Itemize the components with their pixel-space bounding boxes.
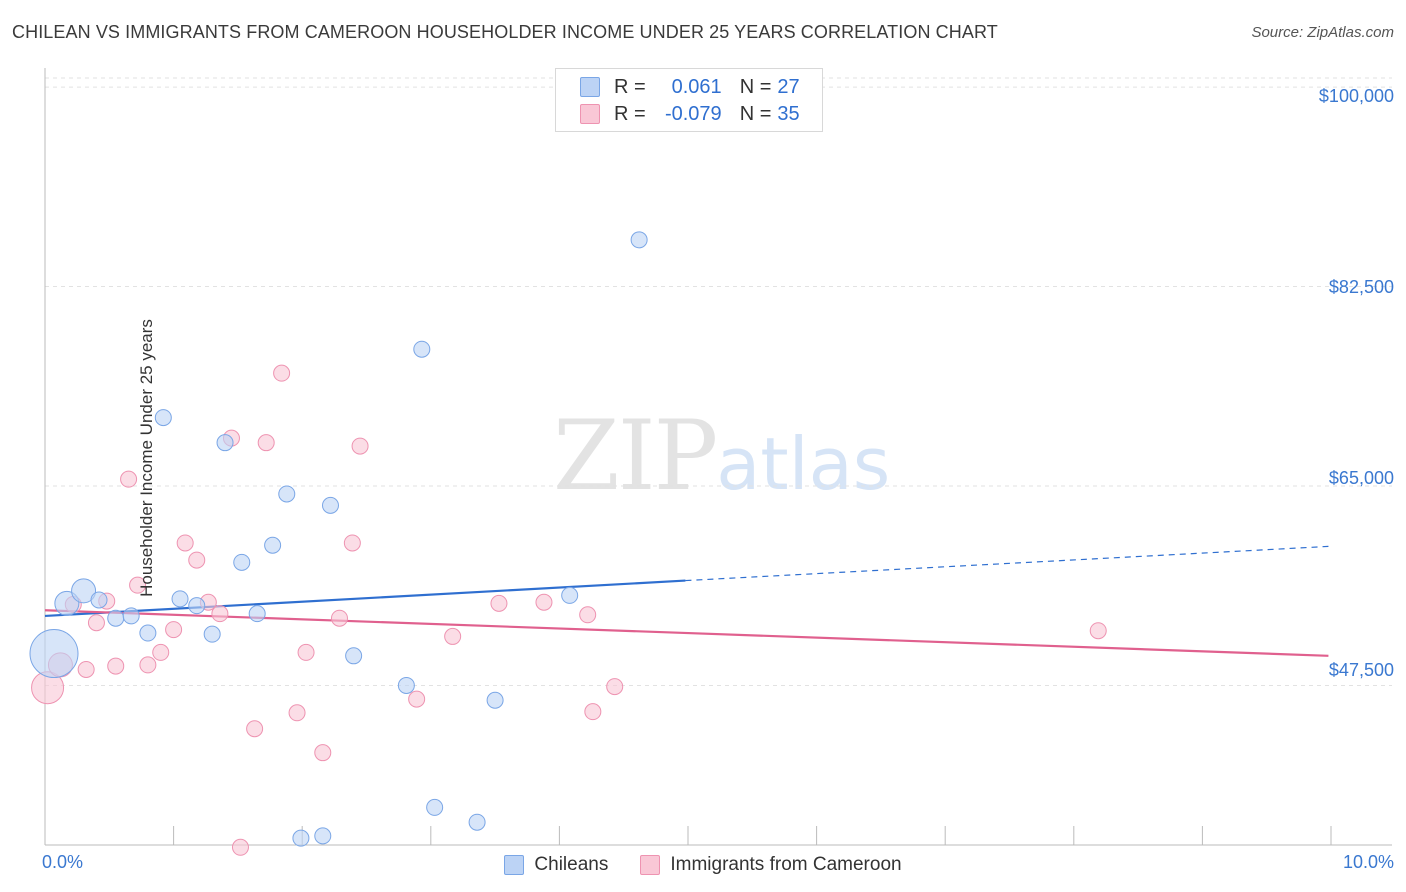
- data-point-chileans: [630, 231, 648, 249]
- data-point-cameroon: [246, 720, 264, 738]
- legend-label-cameroon: Immigrants from Cameroon: [670, 854, 902, 875]
- axis-layer: [44, 68, 1392, 846]
- data-point-cameroon: [288, 704, 306, 722]
- grid-layer: [45, 77, 1392, 686]
- data-point-chileans: [54, 590, 80, 616]
- data-point-cameroon: [129, 576, 147, 594]
- data-point-cameroon: [120, 470, 138, 488]
- data-point-chileans: [248, 605, 266, 623]
- legend-swatch-pink: [580, 104, 600, 124]
- data-point-cameroon: [231, 838, 249, 856]
- data-point-chileans: [413, 340, 431, 358]
- series-legend: Chileans Immigrants from Cameroon: [0, 852, 1406, 878]
- data-point-cameroon: [152, 643, 170, 661]
- data-point-cameroon: [330, 609, 348, 627]
- data-point-cameroon: [87, 614, 105, 632]
- data-point-cameroon: [139, 656, 157, 674]
- legend-item-cameroon[interactable]: Immigrants from Cameroon: [640, 854, 902, 876]
- data-point-cameroon: [211, 605, 229, 623]
- y-tick-label: $82,500: [1328, 277, 1394, 297]
- data-point-chileans: [188, 597, 206, 615]
- y-tick-label: $47,500: [1328, 660, 1394, 680]
- data-point-chileans: [345, 647, 363, 665]
- legend-swatch-pink: [640, 855, 661, 875]
- watermark: ZIPatlas: [553, 400, 890, 512]
- data-point-cameroon: [176, 534, 194, 552]
- legend-swatch-blue: [580, 77, 600, 97]
- data-point-chileans: [314, 827, 332, 845]
- legend-r-label: R =: [614, 75, 646, 98]
- legend-n-label: N =: [739, 102, 772, 125]
- data-point-cameroon: [314, 744, 332, 762]
- legend-row-cameroon: R = -0.079 N = 35: [580, 101, 800, 127]
- data-point-chileans: [90, 591, 108, 609]
- data-point-cameroon: [297, 643, 315, 661]
- data-point-chileans: [292, 829, 310, 847]
- data-point-cameroon: [77, 660, 95, 678]
- data-point-cameroon: [351, 437, 369, 455]
- legend-r-label: R =: [614, 102, 646, 125]
- data-point-cameroon: [535, 593, 553, 611]
- stats-legend: R = 0.061 N = 27 R = -0.079 N = 35: [555, 68, 823, 132]
- legend-n-label: N =: [739, 75, 772, 98]
- data-point-chileans: [139, 624, 157, 642]
- legend-r-value: -0.079: [664, 102, 722, 125]
- data-point-cameroon: [444, 627, 462, 645]
- data-point-chileans: [397, 676, 415, 694]
- data-point-cameroon: [490, 594, 508, 612]
- trend-line-cameroon: [44, 609, 1329, 657]
- legend-n-value: 35: [777, 102, 800, 125]
- data-point-cameroon: [606, 678, 624, 696]
- data-point-chileans: [561, 586, 579, 604]
- y-axis-label: Householder Income Under 25 years: [136, 319, 156, 597]
- data-point-chileans: [264, 536, 282, 554]
- trend-line-chileans: [44, 579, 686, 618]
- legend-label-chileans: Chileans: [534, 854, 609, 875]
- legend-item-chileans[interactable]: Chileans: [504, 854, 608, 876]
- trend-line-chileans-projection: [685, 545, 1329, 582]
- legend-n-value: 27: [777, 75, 800, 98]
- chart-title: CHILEAN VS IMMIGRANTS FROM CAMEROON HOUS…: [12, 22, 998, 42]
- y-tick-label: $100,000: [1318, 86, 1394, 106]
- legend-row-chileans: R = 0.061 N = 27: [580, 74, 800, 100]
- data-point-chileans: [71, 578, 97, 604]
- data-point-cameroon: [584, 703, 602, 721]
- chart-source: Source: ZipAtlas.com: [1251, 24, 1394, 41]
- data-point-chileans: [233, 553, 251, 571]
- x-tick-label: 0.0%: [42, 852, 84, 872]
- data-point-chileans: [216, 434, 234, 452]
- data-point-chileans: [29, 629, 79, 679]
- x-tick-label: 10.0%: [1342, 852, 1394, 872]
- data-point-cameroon: [1089, 622, 1107, 640]
- data-point-chileans: [426, 798, 444, 816]
- data-point-chileans: [122, 607, 140, 625]
- data-point-chileans: [278, 485, 296, 503]
- data-point-chileans: [154, 409, 172, 427]
- data-point-chileans: [486, 691, 504, 709]
- data-point-chileans: [468, 813, 486, 831]
- data-point-cameroon: [257, 434, 275, 452]
- watermark-atlas: atlas: [716, 422, 891, 506]
- data-point-chileans: [171, 590, 189, 608]
- data-point-cameroon: [165, 621, 183, 639]
- data-point-cameroon: [273, 364, 291, 382]
- y-tick-label: $65,000: [1328, 468, 1394, 488]
- data-point-cameroon: [107, 657, 125, 675]
- data-point-chileans: [107, 609, 125, 627]
- legend-swatch-blue: [504, 855, 525, 875]
- data-point-chileans: [321, 496, 339, 514]
- data-point-cameroon: [343, 534, 361, 552]
- data-point-cameroon: [188, 551, 206, 569]
- data-point-cameroon: [408, 690, 426, 708]
- data-point-cameroon: [579, 606, 597, 624]
- point-layer: [29, 231, 1107, 856]
- data-point-chileans: [203, 625, 221, 643]
- watermark-zip: ZIP: [553, 400, 718, 512]
- legend-r-value: 0.061: [671, 75, 722, 98]
